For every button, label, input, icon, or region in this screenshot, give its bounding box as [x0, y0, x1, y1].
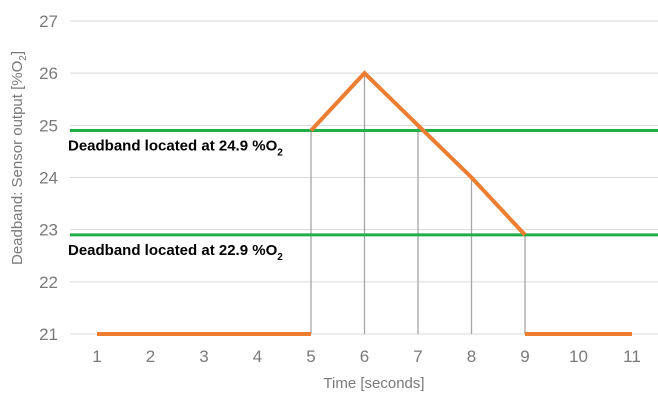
deadband-label-1: Deadband located at 22.9 %O2	[68, 242, 283, 263]
sensor-output-series	[97, 70, 632, 336]
x-tick-label-11: 11	[623, 347, 641, 366]
x-tick-label-2: 2	[146, 347, 155, 366]
x-tick-label-5: 5	[306, 347, 315, 366]
deadband-label-text-0: Deadband located at 24.9 %O	[68, 138, 278, 155]
x-tick-label-3: 3	[199, 347, 208, 366]
x-tick-labels: 1 2 3 4 5 6 7 8 9 10 11	[92, 347, 641, 366]
x-tick-label-9: 9	[520, 347, 529, 366]
drop-lines	[310, 73, 526, 334]
x-tick-label-1: 1	[92, 347, 101, 366]
deadband-lines	[70, 129, 658, 237]
x-axis-title: Time [seconds]	[323, 375, 424, 392]
x-tick-label-4: 4	[253, 347, 262, 366]
x-tick-label-7: 7	[413, 347, 422, 366]
y-tick-labels: 21 22 23 24 25 26 27	[39, 12, 58, 344]
y-tick-label-27: 27	[39, 12, 58, 31]
deadband-label-0: Deadband located at 24.9 %O2	[68, 138, 283, 159]
y-tick-label-24: 24	[39, 169, 58, 188]
y-tick-label-22: 22	[39, 273, 58, 292]
y-axis-title-close: ]	[9, 51, 26, 55]
x-tick-label-10: 10	[569, 347, 588, 366]
sensor-segment-1	[309, 70, 527, 237]
y-tick-label-21: 21	[39, 325, 58, 344]
deadband-label-subscript-1: 2	[277, 252, 283, 263]
y-axis-title-main: Deadband: Sensor output [%O	[9, 61, 26, 265]
y-axis-title: Deadband: Sensor output [%O2]	[9, 51, 29, 265]
y-tick-label-25: 25	[39, 116, 58, 135]
x-tick-label-8: 8	[467, 347, 476, 366]
deadband-label-text-1: Deadband located at 22.9 %O	[68, 242, 278, 259]
x-tick-label-6: 6	[360, 347, 369, 366]
y-tick-label-26: 26	[39, 64, 58, 83]
y-axis-title-subscript: 2	[18, 55, 29, 61]
deadband-label-subscript-0: 2	[277, 148, 283, 159]
y-tick-label-23: 23	[39, 221, 58, 240]
